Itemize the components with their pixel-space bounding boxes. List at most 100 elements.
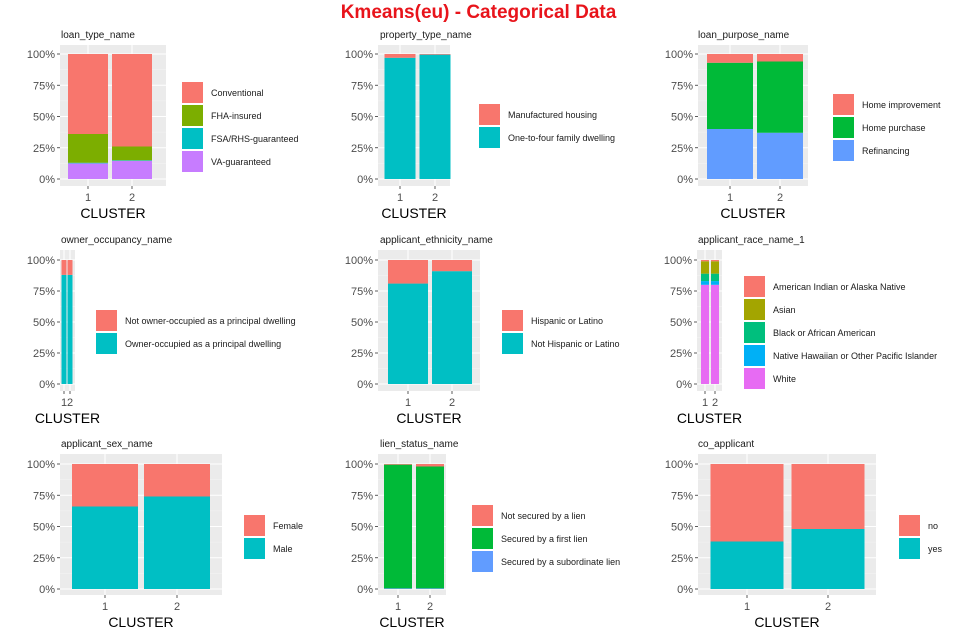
bar-segment xyxy=(701,284,709,384)
legend-label: FSA/RHS-guaranteed xyxy=(211,134,299,144)
y-tick-label: 75% xyxy=(33,286,55,298)
bar-segment xyxy=(384,57,416,179)
y-tick-label: 100% xyxy=(27,49,55,61)
x-tick-label: 1 xyxy=(397,192,403,204)
y-tick-label: 75% xyxy=(351,80,373,92)
bar-segment xyxy=(68,163,108,179)
panel-owner-occupancy-name: owner_occupancy_name 0% 25% 50% 75% 100% 1 2CLU… xyxy=(27,235,296,426)
y-tick-label: 75% xyxy=(33,490,55,502)
panel-title: applicant_ethnicity_name xyxy=(380,235,493,246)
bar-segment xyxy=(701,260,709,262)
y-tick-label: 25% xyxy=(33,348,55,360)
y-tick-label: 100% xyxy=(27,255,55,267)
legend-swatch xyxy=(479,104,500,125)
y-tick-label: 0% xyxy=(677,584,693,596)
legend-swatch xyxy=(96,333,117,354)
y-tick-label: 25% xyxy=(351,553,373,565)
bar-segment xyxy=(791,464,865,529)
legend-swatch xyxy=(899,515,920,536)
x-tick-label: 2 xyxy=(67,397,73,409)
panel-applicant-race-name-1: applicant_race_name_1 0% 25% 50% 75% 100% 1 2CL… xyxy=(664,235,937,426)
bar-segment xyxy=(384,588,412,589)
bar-segment xyxy=(112,160,152,161)
legend-swatch xyxy=(899,538,920,559)
bar-segment xyxy=(711,273,719,282)
y-tick-label: 50% xyxy=(670,317,692,329)
bar-segment xyxy=(416,588,444,589)
x-tick-label: 2 xyxy=(825,601,831,613)
x-tick-label: 2 xyxy=(432,192,438,204)
legend-swatch xyxy=(472,505,493,526)
legend: Home improvement Home purchase Refinancing xyxy=(833,94,941,161)
legend-label: Owner-occupied as a principal dwelling xyxy=(125,339,281,349)
legend-label: Conventional xyxy=(211,88,264,98)
page-title: Kmeans(eu) - Categorical Data xyxy=(340,2,617,23)
bar-segment xyxy=(707,54,753,63)
legend-label: Not owner-occupied as a principal dwelli… xyxy=(125,316,296,326)
bar-segment xyxy=(72,506,138,589)
legend-swatch xyxy=(182,128,203,149)
legend-label: Hispanic or Latino xyxy=(531,316,603,326)
bar-segment xyxy=(432,260,472,272)
bar-segment xyxy=(61,260,67,275)
y-tick-label: 50% xyxy=(671,112,693,124)
y-tick-label: 75% xyxy=(33,80,55,92)
x-tick-label: 2 xyxy=(449,397,455,409)
legend: no yes xyxy=(899,515,943,559)
panel-title: loan_type_name xyxy=(61,30,135,41)
bar-segment xyxy=(144,464,210,497)
bar-segment xyxy=(710,464,784,542)
y-tick-label: 100% xyxy=(345,255,373,267)
y-tick-label: 75% xyxy=(351,490,373,502)
bar-segment xyxy=(711,261,719,274)
panel-title: applicant_race_name_1 xyxy=(698,235,805,246)
legend-swatch xyxy=(182,151,203,172)
panel-title: co_applicant xyxy=(698,439,754,450)
legend-swatch xyxy=(479,127,500,148)
y-tick-label: 0% xyxy=(357,379,373,391)
y-tick-label: 50% xyxy=(351,317,373,329)
y-tick-label: 75% xyxy=(351,286,373,298)
y-tick-label: 0% xyxy=(39,174,55,186)
legend-label: One-to-four family dwelling xyxy=(508,133,615,143)
y-tick-label: 25% xyxy=(671,143,693,155)
legend-label: Secured by a subordinate lien xyxy=(501,557,620,567)
legend-label: Black or African American xyxy=(773,328,876,338)
bar-segment xyxy=(707,129,753,179)
bar-segment xyxy=(384,54,416,58)
legend-swatch xyxy=(833,94,854,115)
x-tick-label: 2 xyxy=(777,192,783,204)
legend-label: no xyxy=(928,521,938,531)
y-tick-label: 25% xyxy=(671,553,693,565)
bar-segment xyxy=(384,464,412,589)
y-tick-label: 100% xyxy=(345,459,373,471)
legend-label: Secured by a first lien xyxy=(501,534,588,544)
bar-segment xyxy=(144,496,210,589)
x-axis-title: CLUSTER xyxy=(396,410,461,426)
legend-label: Male xyxy=(273,544,293,554)
panel-title: owner_occupancy_name xyxy=(61,235,173,246)
bar-segment xyxy=(757,54,803,62)
bar-segment xyxy=(757,61,803,133)
y-tick-label: 0% xyxy=(39,379,55,391)
y-tick-label: 0% xyxy=(676,379,692,391)
legend-swatch xyxy=(182,105,203,126)
bar-segment xyxy=(701,273,709,282)
legend-label: White xyxy=(773,374,796,384)
y-tick-label: 75% xyxy=(671,490,693,502)
x-axis-title: CLUSTER xyxy=(754,614,819,630)
x-tick-label: 2 xyxy=(174,601,180,613)
panel-title: property_type_name xyxy=(380,30,472,41)
y-tick-label: 100% xyxy=(27,459,55,471)
bar-segment xyxy=(701,281,709,285)
legend-label: American Indian or Alaska Native xyxy=(773,282,906,292)
bar-segment xyxy=(68,54,108,134)
bar-segment xyxy=(757,132,803,179)
y-tick-label: 50% xyxy=(33,522,55,534)
bar-segment xyxy=(68,134,108,163)
panel-applicant-ethnicity-name: applicant_ethnicity_name 0% 25% 50% 75% 100% 1… xyxy=(345,235,620,426)
legend-label: Manufactured housing xyxy=(508,110,597,120)
x-axis-title: CLUSTER xyxy=(381,205,446,221)
